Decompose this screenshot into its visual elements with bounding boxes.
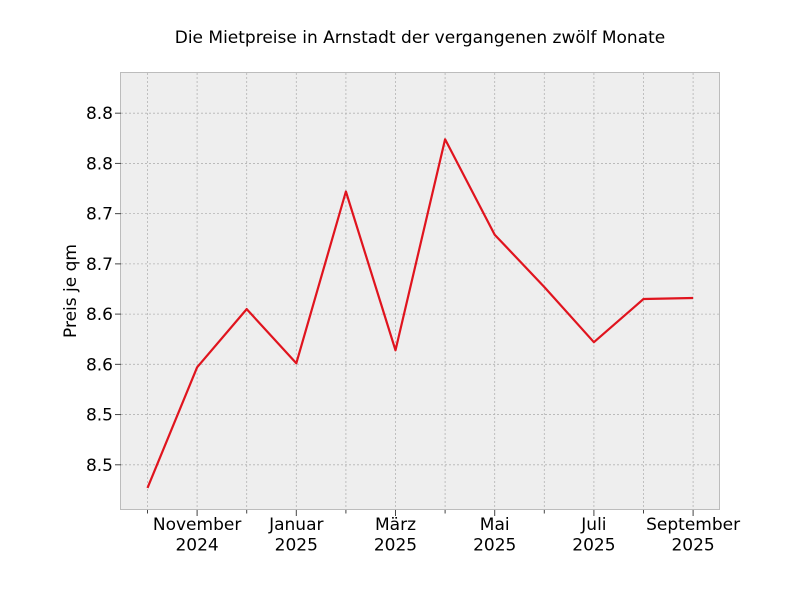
x-axis: November 2024 Januar 2025 März 2025 Mai 2025 Jul…: [147, 510, 740, 555]
chart-title: Die Mietpreise in Arnstadt der vergangen…: [175, 28, 666, 48]
y-tick-label: 8.6: [86, 355, 113, 375]
x-tick-label: Juli 2025: [572, 515, 615, 555]
y-tick-label: 8.8: [86, 104, 113, 124]
y-tick-label: 8.7: [86, 205, 113, 225]
x-tick-label: November 2024: [153, 515, 241, 555]
y-tick-label: 8.6: [86, 305, 113, 325]
x-tick-label: September 2025: [646, 515, 740, 555]
y-axis: 8.5 8.5 8.6 8.6 8.7 8.7 8.8 8.8: [86, 104, 121, 476]
series-line: [146, 138, 694, 489]
x-tick-label: Mai 2025: [473, 515, 516, 555]
y-tick-label: 8.7: [86, 255, 113, 275]
y-tick-label: 8.5: [86, 406, 113, 426]
y-tick-label: 8.5: [86, 456, 113, 476]
plot-area: [120, 72, 720, 510]
x-tick-label: Januar 2025: [268, 515, 323, 555]
grid-lines: [121, 73, 720, 510]
y-axis-label: Preis je qm: [61, 244, 81, 338]
x-tick-label: März 2025: [374, 515, 417, 555]
y-tick-label: 8.8: [86, 154, 113, 174]
